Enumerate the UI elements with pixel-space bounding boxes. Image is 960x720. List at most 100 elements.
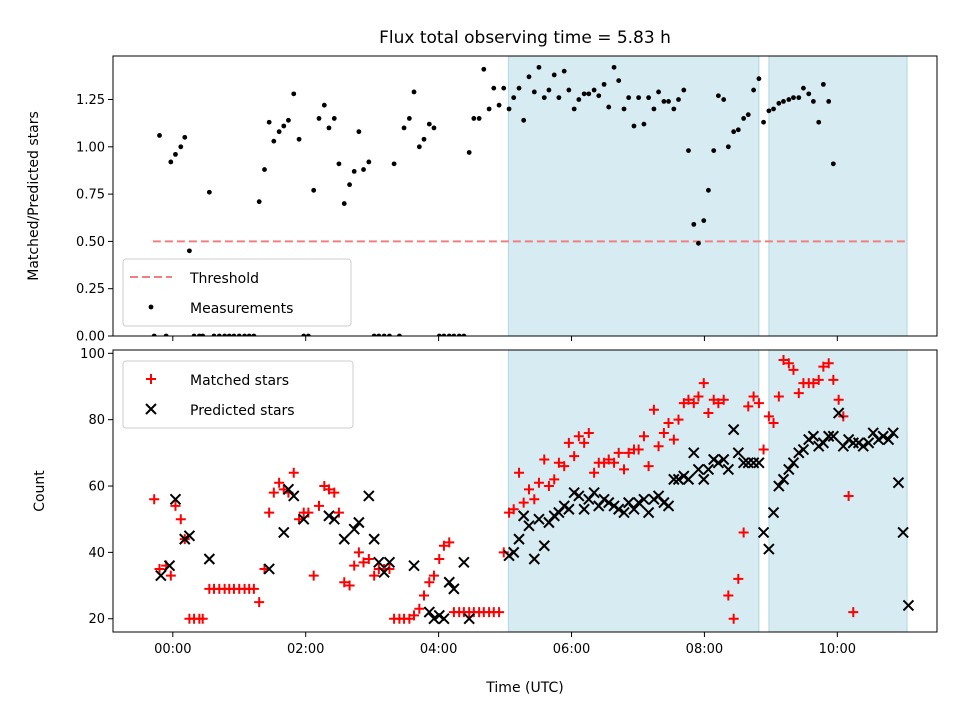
predicted-point — [578, 503, 590, 515]
matched-point — [523, 484, 534, 495]
legend: Threshold Measurements — [122, 258, 352, 327]
y-tick-label: 100 — [80, 347, 105, 362]
measurement-point — [606, 104, 612, 110]
predicted-point — [712, 457, 725, 469]
measurement-point — [456, 333, 462, 336]
matched-point — [508, 504, 519, 515]
matched-point — [268, 487, 279, 498]
count-panel: 20 40 60 80 100 00:00 02:00 04:00 06:00 08:00 10:0… — [32, 347, 938, 696]
measurement-point — [151, 333, 157, 336]
measurement-point — [526, 74, 532, 80]
measurement-point — [556, 95, 562, 101]
measurement-point — [561, 68, 567, 74]
predicted-point — [753, 457, 765, 469]
predicted-point — [612, 503, 625, 515]
measurement-point — [521, 117, 527, 123]
matched-point — [743, 401, 754, 412]
measurement-point — [661, 99, 667, 104]
measurement-point — [178, 144, 184, 150]
measurement-point — [791, 95, 796, 101]
matched-point — [633, 444, 644, 455]
predicted-point — [203, 553, 216, 565]
y-tick-label: 0.25 — [76, 282, 105, 297]
matched-point — [539, 454, 550, 465]
matched-point — [363, 554, 374, 565]
x-tick-label: 04:00 — [420, 642, 457, 657]
observing-interval-2 — [768, 56, 908, 336]
matched-point — [763, 411, 774, 422]
y-tick-label: 1.25 — [76, 93, 105, 108]
measurement-point — [686, 148, 691, 153]
matched-point — [648, 404, 659, 415]
chart-title: Flux total observing time = 5.83 h — [379, 28, 671, 48]
plot-area — [149, 350, 915, 632]
predicted-point — [523, 520, 535, 532]
legend: Matched stars Predicted stars — [122, 360, 354, 429]
measurement-point — [431, 125, 437, 131]
measurement-point — [566, 87, 572, 93]
matched-point — [428, 570, 439, 581]
y-tick-label: 80 — [88, 413, 105, 428]
predicted-point — [353, 516, 365, 529]
predicted-point — [628, 503, 640, 515]
measurement-point — [436, 333, 442, 336]
measurement-point — [421, 136, 427, 142]
legend-matched-label: Matched stars — [190, 373, 289, 389]
matched-point — [818, 361, 829, 372]
measurement-point — [536, 64, 542, 70]
legend-matched-swatch — [146, 374, 156, 384]
predicted-point — [513, 533, 525, 545]
legend-predicted-swatch — [145, 403, 157, 415]
measurement-point — [236, 333, 242, 336]
predicted-point — [682, 473, 695, 486]
matched-point — [718, 394, 729, 405]
measurement-point — [820, 81, 826, 87]
predicted-point — [603, 496, 615, 509]
matched-point — [733, 573, 744, 584]
predicted-point — [857, 440, 869, 452]
x-axis: 00:00 02:00 04:00 06:00 08:00 10:00 — [154, 632, 856, 657]
measurement-point — [381, 333, 387, 336]
measurement-point — [651, 106, 657, 112]
predicted-point — [807, 430, 820, 442]
matched-point — [369, 570, 380, 581]
measurement-point — [451, 333, 457, 336]
predicted-point — [323, 510, 335, 522]
measurement-point — [776, 100, 782, 106]
matched-point — [254, 597, 265, 608]
predicted-point — [787, 457, 800, 469]
measurement-point — [476, 116, 482, 121]
measurement-point — [366, 159, 372, 165]
matched-point — [823, 358, 834, 369]
legend-box — [122, 258, 352, 327]
matched-point — [793, 388, 804, 399]
matched-point — [738, 527, 749, 538]
x-tick-label: 02:00 — [287, 642, 324, 657]
matched-point — [843, 490, 854, 501]
axes-frame — [112, 349, 938, 633]
measurement-point — [796, 95, 802, 101]
measurement-point — [626, 95, 632, 101]
matched-point — [424, 577, 435, 588]
matched-point — [613, 447, 624, 458]
measurement-point — [576, 97, 582, 102]
predicted-point — [163, 559, 176, 572]
measurement-point — [168, 159, 174, 165]
predicted-point — [288, 490, 300, 502]
measurement-point — [246, 333, 252, 336]
measurement-point — [316, 116, 322, 121]
legend-measurements-label: Measurements — [190, 301, 293, 317]
measurement-point — [721, 97, 727, 102]
measurement-point — [222, 333, 228, 336]
matched-point — [353, 547, 364, 558]
predicted-point — [378, 566, 390, 578]
predicted-point — [692, 463, 705, 476]
predicted-point — [448, 583, 460, 595]
measurement-point — [715, 93, 721, 99]
measurement-point — [586, 91, 592, 97]
measurement-point — [656, 89, 661, 95]
measurement-point — [173, 151, 178, 157]
matched-point — [438, 540, 449, 551]
predicted-point — [773, 480, 785, 492]
measurement-point — [551, 72, 557, 78]
